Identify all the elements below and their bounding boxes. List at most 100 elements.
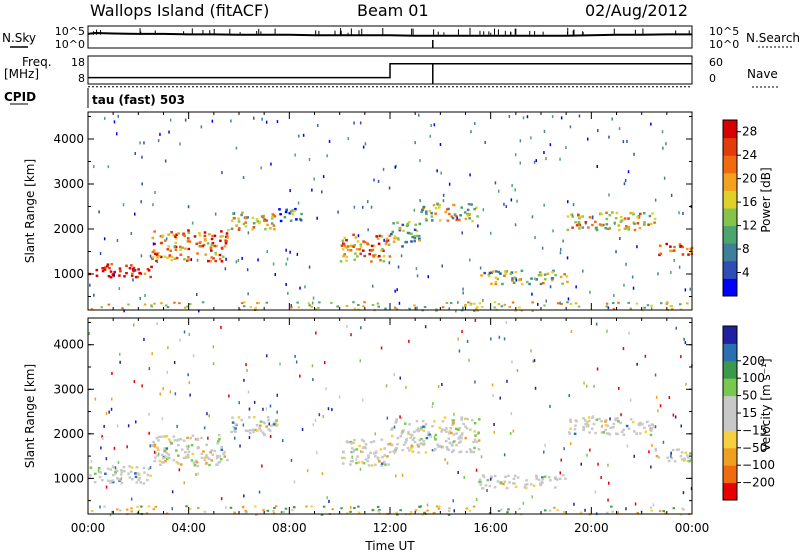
scatter-cell (571, 226, 574, 229)
scatter-cell (606, 227, 610, 231)
noise-cell (183, 330, 186, 334)
ground-cell (305, 505, 308, 508)
scatter-cell (507, 474, 510, 478)
scatter-cell (255, 429, 259, 432)
ground-cell (556, 509, 559, 512)
noise-cell (537, 302, 539, 306)
noise-cell (651, 444, 653, 447)
ground-cell (150, 305, 154, 308)
scatter-cell (184, 451, 187, 454)
scatter-cell (490, 271, 493, 274)
noise-cell (97, 468, 100, 472)
noise-cell (298, 134, 300, 138)
scatter-cell (605, 432, 609, 435)
ground-cell (127, 303, 130, 306)
scatter-cell (452, 203, 455, 207)
noise-cell (276, 410, 278, 414)
scatter-cell (546, 272, 550, 275)
ground-cell (423, 511, 426, 514)
scatter-cell (166, 248, 170, 251)
noise-cell (503, 202, 505, 206)
scatter-cell (186, 447, 190, 450)
scatter-cell (270, 217, 274, 220)
scatter-cell (643, 221, 646, 224)
noise-cell (265, 120, 268, 124)
noise-cell (514, 153, 517, 157)
scatter-cell (600, 212, 603, 216)
noise-cell (312, 296, 315, 300)
noise-cell (596, 165, 598, 168)
scatter-cell (643, 426, 646, 430)
scatter-cell (523, 486, 527, 489)
ground-cell (244, 512, 247, 515)
scatter-cell (514, 485, 518, 488)
xtick-label: 12:00 (373, 521, 408, 535)
noise-cell (446, 461, 449, 465)
scatter-cell (342, 243, 346, 246)
scatter-cell (458, 450, 461, 454)
ground-cell (273, 506, 276, 509)
scatter-cell (161, 234, 165, 237)
noise-cell (399, 415, 401, 419)
scatter-cell (251, 428, 255, 431)
ground-cell (186, 305, 189, 308)
noise-cell (261, 464, 263, 468)
noise-cell (169, 390, 172, 394)
noise-cell (212, 362, 215, 366)
scatter-cell (419, 442, 423, 445)
ground-cell (682, 508, 685, 511)
noise-cell (294, 153, 296, 157)
scatter-cell (658, 253, 661, 257)
scatter-cell (284, 210, 288, 214)
noise-cell (362, 145, 365, 149)
noise-cell (116, 424, 119, 428)
scatter-cell (537, 274, 541, 277)
ground-cell (658, 510, 662, 513)
scatter-cell (431, 219, 434, 222)
scatter-cell (350, 447, 354, 450)
scatter-cell (582, 428, 585, 432)
noise-cell (156, 260, 159, 264)
noise-cell (586, 384, 588, 388)
scatter-cell (677, 448, 680, 451)
scatter-cell (355, 448, 359, 451)
scatter-cell (351, 460, 354, 463)
scatter-cell (156, 454, 159, 457)
noise-cell (452, 499, 454, 503)
scatter-cell (388, 442, 392, 446)
scatter-cell (151, 236, 155, 240)
scatter-cell (637, 215, 641, 218)
ground-cell (493, 301, 497, 304)
scatter-cell (383, 454, 386, 457)
scatter-cell (164, 455, 167, 458)
scatter-cell (406, 231, 410, 235)
scatter-cell (488, 484, 492, 488)
scatter-cell (384, 463, 387, 466)
scatter-cell (220, 246, 224, 250)
scatter-cell (411, 450, 415, 453)
scatter-cell (160, 435, 163, 438)
noise-cell (607, 498, 609, 502)
scatter-cell (220, 260, 224, 263)
ground-cell (435, 309, 438, 312)
scatter-cell (244, 217, 248, 220)
noise-cell (372, 284, 374, 288)
scatter-cell (137, 473, 141, 476)
noise-cell (346, 325, 348, 328)
ground-cell (340, 507, 343, 510)
ground-cell (497, 510, 501, 512)
ground-cell (126, 508, 129, 511)
ground-cell (500, 508, 503, 511)
scatter-cell (412, 436, 416, 440)
scatter-cell (374, 450, 378, 453)
scatter-cell (119, 270, 122, 273)
scatter-cell (438, 219, 442, 222)
scatter-cell (577, 220, 581, 224)
noise-cell (198, 309, 200, 313)
scatter-cell (469, 428, 472, 431)
noise-cell (442, 193, 445, 197)
scatter-cell (135, 466, 139, 469)
xtick-label: 00:00 (675, 521, 710, 535)
noise-cell (111, 371, 113, 375)
scatter-cell (604, 227, 607, 230)
